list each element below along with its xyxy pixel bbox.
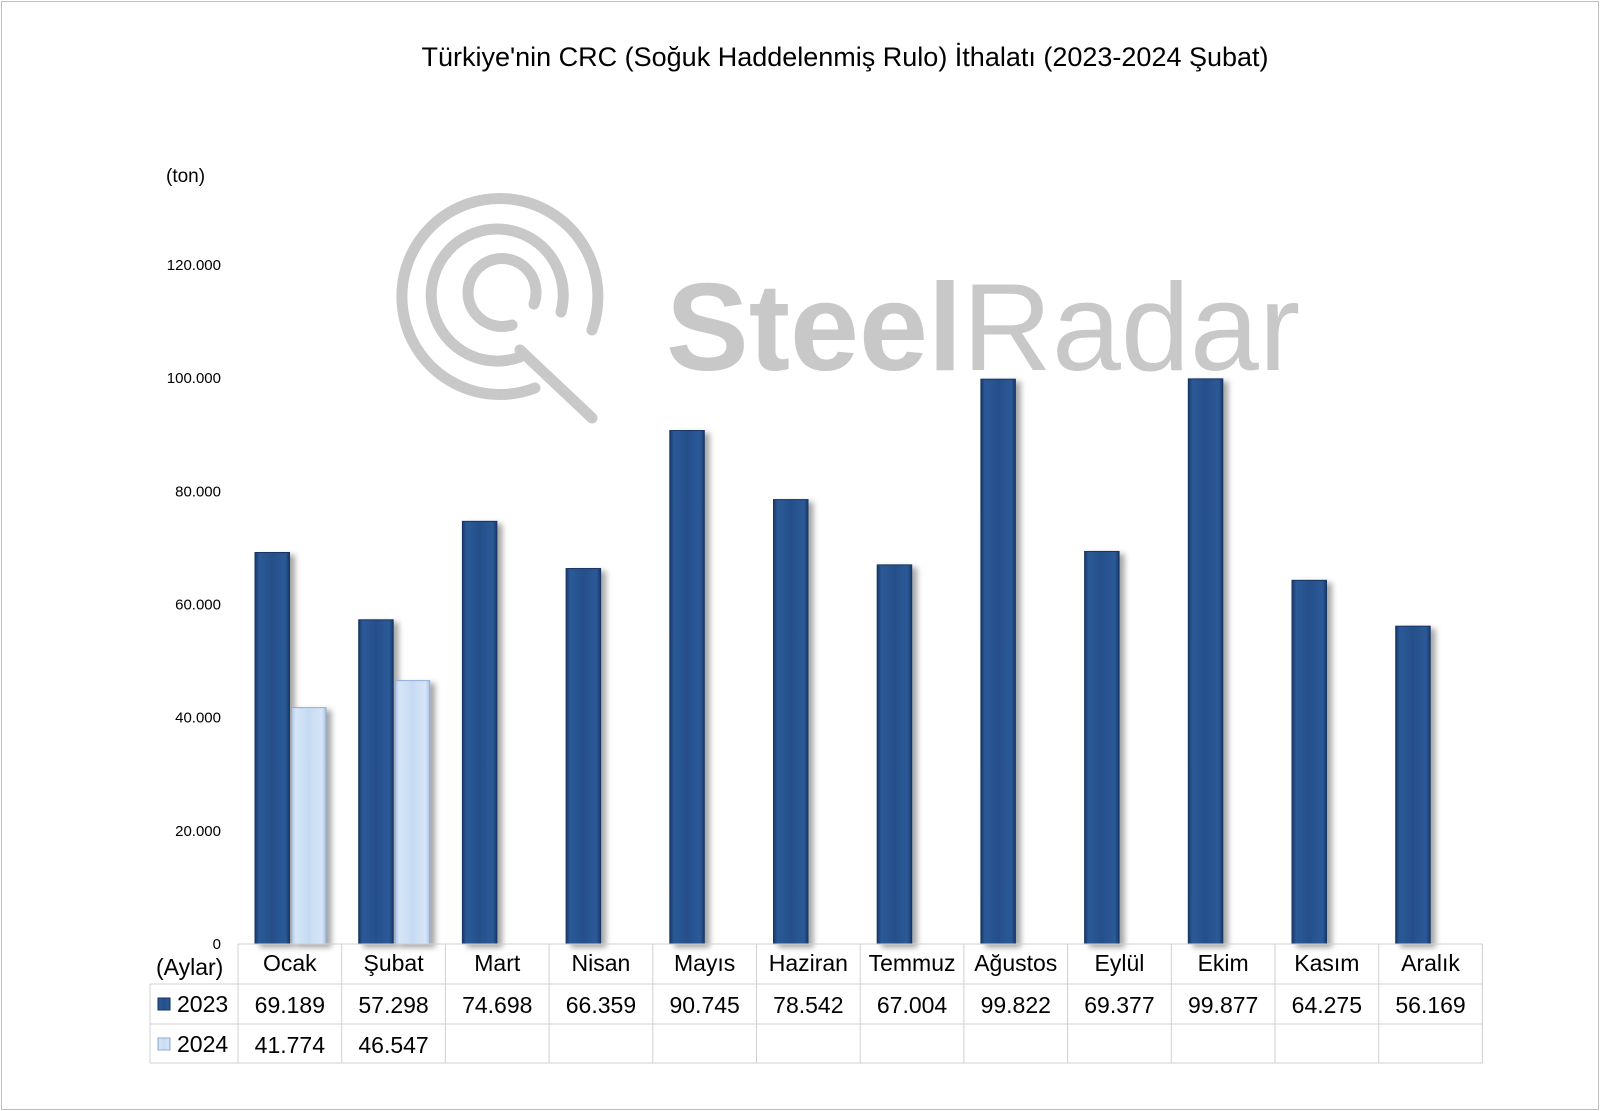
y-axis-unit-label: (ton): [166, 166, 206, 187]
x-tick-label: Ekim: [1198, 950, 1249, 976]
legend-swatch-2024: [157, 1037, 171, 1051]
y-tick-label: 80.000: [175, 483, 221, 500]
x-tick-label: Mayıs: [674, 950, 735, 976]
y-tick-label: 120.000: [167, 257, 221, 274]
y-tick-label: 20.000: [175, 823, 221, 840]
bars: [254, 378, 1431, 945]
data-label-2023: 67.004: [877, 992, 948, 1018]
chart-title: Türkiye'nin CRC (Soğuk Haddelenmiş Rulo)…: [421, 42, 1269, 72]
bar-2023-Ekim: [1187, 378, 1224, 945]
bar-2023-Ocak: [254, 552, 290, 945]
watermark-bold-part: Steel: [666, 259, 962, 397]
watermark-light-part: Radar: [962, 259, 1300, 397]
legend-label-2023: 2023: [177, 991, 228, 1017]
x-tick-label: Ocak: [263, 950, 317, 976]
data-label-2023: 69.189: [255, 992, 325, 1018]
y-axis: 0 20.000 40.000 60.000 80.000 100.000 120.000: [167, 257, 221, 953]
data-label-2024: 46.547: [358, 1032, 428, 1058]
x-tick-label: Haziran: [769, 950, 848, 976]
bar-2023-Haziran: [773, 499, 809, 945]
legend-swatch-2023: [157, 997, 171, 1011]
x-tick-label: Şubat: [363, 950, 424, 976]
data-label-2023: 69.377: [1084, 992, 1154, 1018]
x-tick-label: Kasım: [1294, 950, 1359, 976]
data-label-2023: 66.359: [566, 992, 636, 1018]
x-tick-label: Ağustos: [974, 950, 1057, 976]
x-tick-label: Aralık: [1401, 950, 1460, 976]
data-label-2024: 41.774: [255, 1032, 326, 1058]
legend-label-2024: 2024: [177, 1031, 228, 1057]
bar-2024-Şubat: [394, 680, 431, 945]
steelradar-watermark-logo: SteelRadar: [396, 193, 1300, 424]
data-label-2023: 57.298: [358, 992, 428, 1018]
bar-2023-Eylül: [1084, 550, 1120, 945]
data-label-2023: 90.745: [669, 992, 739, 1018]
data-label-2023: 64.275: [1292, 992, 1362, 1018]
bar-2023-Temmuz: [876, 564, 913, 945]
bar-2024-Ocak: [291, 707, 327, 945]
data-label-2023: 56.169: [1395, 992, 1465, 1018]
x-tick-label: Mart: [474, 950, 521, 976]
data-label-2023: 99.822: [981, 992, 1051, 1018]
y-tick-label: 40.000: [175, 710, 221, 727]
y-tick-label: 100.000: [167, 370, 221, 387]
y-tick-label: 60.000: [175, 597, 221, 614]
bar-2023-Aralık: [1395, 625, 1431, 945]
data-label-2023: 74.698: [462, 992, 532, 1018]
data-label-2023: 78.542: [773, 992, 843, 1018]
x-axis-label: (Aylar): [156, 954, 223, 980]
data-label-2023: 99.877: [1188, 992, 1258, 1018]
watermark-wordmark: SteelRadar: [666, 259, 1300, 397]
bar-2023-Kasım: [1291, 579, 1327, 945]
x-tick-label: Nisan: [572, 950, 631, 976]
bar-2023-Mayıs: [669, 430, 705, 945]
x-tick-label: Eylül: [1095, 950, 1145, 976]
bar-2023-Mart: [461, 520, 498, 945]
x-tick-label: Temmuz: [869, 950, 956, 976]
bar-2023-Ağustos: [980, 378, 1016, 945]
bar-2023-Şubat: [358, 619, 394, 945]
bar-2023-Nisan: [565, 568, 602, 945]
data-table: (Aylar) Ocak Şubat Mart Nisan Mayıs Haziran Tem…: [149, 943, 1483, 1064]
y-tick-label: 0: [213, 936, 221, 953]
